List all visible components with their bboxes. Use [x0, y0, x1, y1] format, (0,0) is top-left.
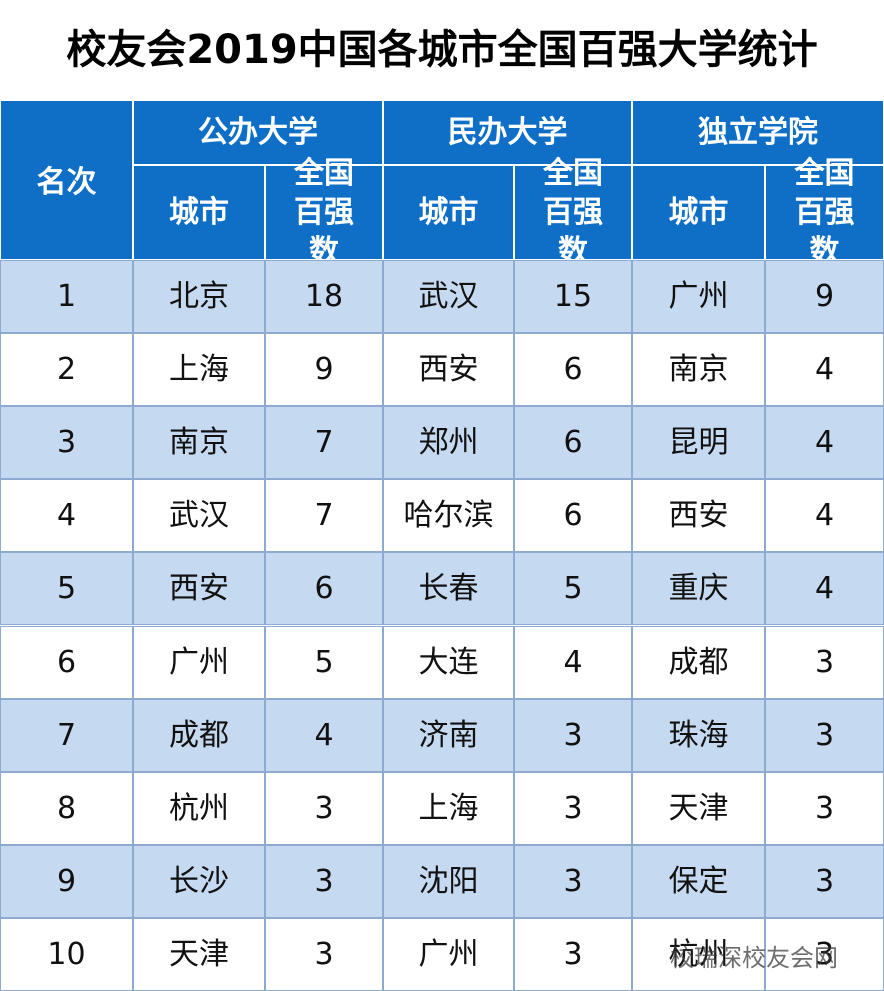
rank-header: 名次 — [0, 100, 133, 260]
city-cell: 广州 — [383, 917, 514, 991]
title: 校友会2019中国各城市全国百强大学统计 — [66, 27, 818, 73]
city-cell: 成都 — [632, 625, 765, 699]
city-cell: 西安 — [383, 333, 514, 407]
city-cell: 广州 — [133, 625, 265, 699]
group-header: 民办大学 — [383, 100, 632, 165]
rank-cell: 3 — [0, 406, 133, 480]
city-cell: 武汉 — [133, 479, 265, 553]
count-cell: 18 — [265, 260, 383, 334]
count-cell: 15 — [514, 260, 632, 334]
rank-cell: 9 — [0, 844, 133, 918]
count-cell: 4 — [765, 552, 884, 626]
city-header: 城市 — [383, 165, 514, 260]
count-header: 全国百强数 — [765, 156, 884, 269]
count-cell: 6 — [514, 333, 632, 407]
rank-cell: 10 — [0, 917, 133, 991]
city-cell: 哈尔滨 — [383, 479, 514, 553]
count-cell: 3 — [265, 771, 383, 845]
city-cell: 大连 — [383, 625, 514, 699]
count-cell: 4 — [265, 698, 383, 772]
city-cell: 济南 — [383, 698, 514, 772]
city-cell: 沈阳 — [383, 844, 514, 918]
count-cell: 3 — [765, 771, 884, 845]
city-cell: 广州 — [632, 260, 765, 334]
city-cell: 天津 — [133, 917, 265, 991]
group-header: 独立学院 — [632, 100, 884, 165]
count-cell: 4 — [765, 406, 884, 480]
count-cell: 3 — [514, 844, 632, 918]
city-cell: 天津 — [632, 771, 765, 845]
city-cell: 北京 — [133, 260, 265, 334]
count-header: 全国百强数 — [265, 156, 383, 269]
city-cell: 成都 — [133, 698, 265, 772]
rank-cell: 1 — [0, 260, 133, 334]
city-cell: 保定 — [632, 844, 765, 918]
rank-cell: 8 — [0, 771, 133, 845]
count-cell: 9 — [765, 260, 884, 334]
count-cell: 3 — [765, 698, 884, 772]
count-cell: 5 — [514, 552, 632, 626]
count-cell: 5 — [265, 625, 383, 699]
city-cell: 昆明 — [632, 406, 765, 480]
rank-cell: 4 — [0, 479, 133, 553]
rank-cell: 2 — [0, 333, 133, 407]
count-cell: 6 — [265, 552, 383, 626]
rank-cell: 6 — [0, 625, 133, 699]
count-header: 全国百强数 — [514, 156, 632, 269]
watermark: 校瑞深校友会网 — [670, 944, 838, 972]
count-cell: 4 — [765, 333, 884, 407]
count-cell: 3 — [765, 917, 884, 991]
count-cell: 3 — [514, 917, 632, 991]
city-cell: 南京 — [133, 406, 265, 480]
city-header: 城市 — [133, 165, 265, 260]
count-cell: 3 — [265, 917, 383, 991]
city-header: 城市 — [632, 165, 765, 260]
city-cell: 重庆 — [632, 552, 765, 626]
count-cell: 4 — [514, 625, 632, 699]
count-cell: 6 — [514, 406, 632, 480]
rank-cell: 5 — [0, 552, 133, 626]
city-cell: 南京 — [632, 333, 765, 407]
city-cell: 长沙 — [133, 844, 265, 918]
count-cell: 3 — [265, 844, 383, 918]
group-header: 公办大学 — [133, 100, 383, 165]
count-cell: 7 — [265, 479, 383, 553]
city-cell: 上海 — [133, 333, 265, 407]
city-cell: 珠海 — [632, 698, 765, 772]
city-cell: 西安 — [133, 552, 265, 626]
count-cell: 7 — [265, 406, 383, 480]
rank-cell: 7 — [0, 698, 133, 772]
city-cell: 西安 — [632, 479, 765, 553]
count-cell: 9 — [265, 333, 383, 407]
count-cell: 3 — [765, 625, 884, 699]
count-cell: 3 — [514, 698, 632, 772]
city-cell: 上海 — [383, 771, 514, 845]
city-cell: 郑州 — [383, 406, 514, 480]
count-cell: 4 — [765, 479, 884, 553]
city-cell: 杭州 — [632, 917, 765, 991]
city-cell: 长春 — [383, 552, 514, 626]
count-cell: 3 — [765, 844, 884, 918]
count-cell: 3 — [514, 771, 632, 845]
count-cell: 6 — [514, 479, 632, 553]
city-cell: 武汉 — [383, 260, 514, 334]
city-cell: 杭州 — [133, 771, 265, 845]
